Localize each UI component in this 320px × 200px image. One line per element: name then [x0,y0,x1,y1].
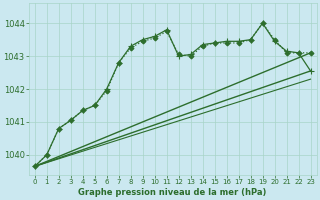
X-axis label: Graphe pression niveau de la mer (hPa): Graphe pression niveau de la mer (hPa) [78,188,267,197]
